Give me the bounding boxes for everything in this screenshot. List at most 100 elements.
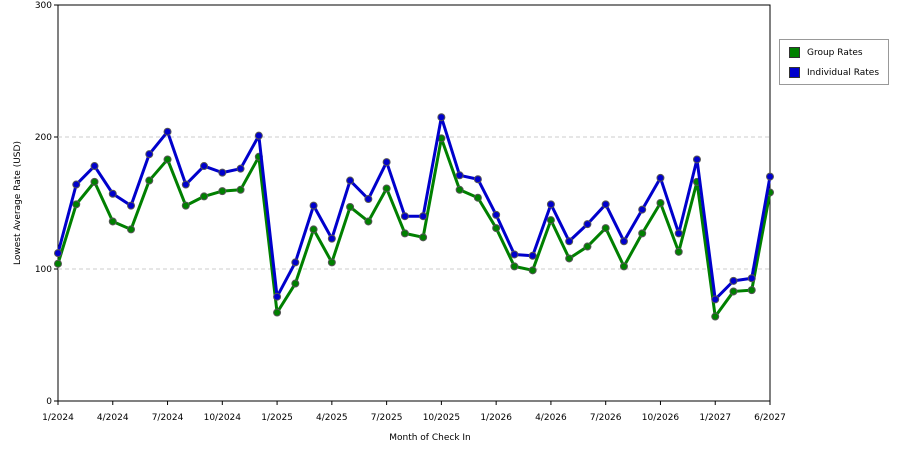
data-point xyxy=(309,201,318,210)
data-point xyxy=(382,184,391,193)
data-point xyxy=(273,308,282,317)
legend: Group Rates Individual Rates xyxy=(779,39,889,85)
legend-label: Individual Rates xyxy=(807,68,880,78)
y-tick-label: 300 xyxy=(35,1,52,11)
data-point xyxy=(565,254,574,263)
data-point xyxy=(528,266,537,275)
data-point xyxy=(127,201,136,210)
x-tick-label: 1/2025 xyxy=(261,413,293,423)
data-point xyxy=(346,202,355,211)
data-point xyxy=(546,200,555,209)
data-point xyxy=(656,173,665,182)
data-point xyxy=(419,233,428,242)
legend-item: Group Rates xyxy=(789,47,863,59)
data-point xyxy=(473,193,482,202)
x-tick-label: 7/2024 xyxy=(152,413,184,423)
data-point xyxy=(729,276,738,285)
y-tick-label: 0 xyxy=(46,397,52,407)
y-tick-label: 200 xyxy=(35,133,52,143)
data-point xyxy=(181,201,190,210)
data-point xyxy=(145,150,154,159)
data-point xyxy=(90,162,99,171)
data-point xyxy=(218,187,227,196)
data-point xyxy=(273,292,282,301)
data-point xyxy=(72,200,81,209)
x-tick-label: 1/2026 xyxy=(480,413,512,423)
data-point xyxy=(400,212,409,221)
x-tick-label: 4/2024 xyxy=(97,413,129,423)
data-point xyxy=(455,185,464,194)
x-tick-label: 6/2027 xyxy=(754,413,786,423)
data-point xyxy=(766,172,774,181)
data-point xyxy=(601,224,610,233)
x-tick-label: 10/2025 xyxy=(423,413,460,423)
data-point xyxy=(200,192,209,201)
data-point xyxy=(565,237,574,246)
data-point xyxy=(90,177,99,186)
data-point xyxy=(181,180,190,189)
data-point xyxy=(364,195,373,204)
data-point xyxy=(108,189,117,198)
x-tick-label: 1/2024 xyxy=(42,413,74,423)
x-tick-label: 7/2026 xyxy=(590,413,622,423)
data-point xyxy=(711,312,720,321)
x-axis-label: Month of Check In xyxy=(389,433,471,443)
data-point xyxy=(218,168,227,177)
data-point xyxy=(327,258,336,267)
data-point xyxy=(492,210,501,219)
data-point xyxy=(236,185,245,194)
data-point xyxy=(200,162,209,171)
x-tick-label: 7/2025 xyxy=(371,413,403,423)
legend-label: Group Rates xyxy=(807,48,863,58)
data-point xyxy=(747,274,756,283)
data-point xyxy=(54,249,62,258)
data-point xyxy=(346,176,355,185)
plot-area xyxy=(57,4,771,402)
data-point xyxy=(747,286,756,295)
data-point xyxy=(473,175,482,184)
data-point xyxy=(583,220,592,229)
x-tick-label: 10/2026 xyxy=(642,413,680,423)
data-point xyxy=(619,262,628,271)
data-point xyxy=(163,155,172,164)
data-point xyxy=(583,242,592,251)
data-point xyxy=(236,164,245,173)
legend-item: Individual Rates xyxy=(789,67,879,79)
data-point xyxy=(254,131,263,140)
x-tick-label: 4/2026 xyxy=(535,413,567,423)
data-point xyxy=(510,250,519,259)
data-point xyxy=(364,217,373,226)
data-point xyxy=(601,200,610,209)
y-axis-label: Lowest Average Rate (USD) xyxy=(13,141,23,265)
data-point xyxy=(492,224,501,233)
series-line xyxy=(56,136,772,319)
data-point xyxy=(382,158,391,167)
x-tick-label: 1/2027 xyxy=(699,413,731,423)
data-point xyxy=(638,229,647,238)
data-point xyxy=(309,225,318,234)
data-point xyxy=(108,217,117,226)
data-point xyxy=(692,155,701,164)
x-tick-label: 10/2024 xyxy=(204,413,242,423)
data-point xyxy=(145,176,154,185)
data-point xyxy=(327,234,336,243)
legend-swatch xyxy=(789,47,800,58)
data-point xyxy=(455,171,464,180)
data-point xyxy=(711,295,720,304)
data-point xyxy=(291,279,300,288)
data-point xyxy=(291,258,300,267)
data-point xyxy=(127,225,136,234)
data-point xyxy=(638,205,647,214)
series-line xyxy=(56,115,772,301)
legend-swatch xyxy=(789,67,800,78)
data-point xyxy=(419,212,428,221)
data-point xyxy=(656,199,665,207)
data-point xyxy=(674,229,683,238)
data-point xyxy=(400,229,409,238)
data-point xyxy=(163,127,172,136)
data-point xyxy=(729,287,738,296)
data-point xyxy=(54,259,62,268)
data-point xyxy=(528,251,537,260)
